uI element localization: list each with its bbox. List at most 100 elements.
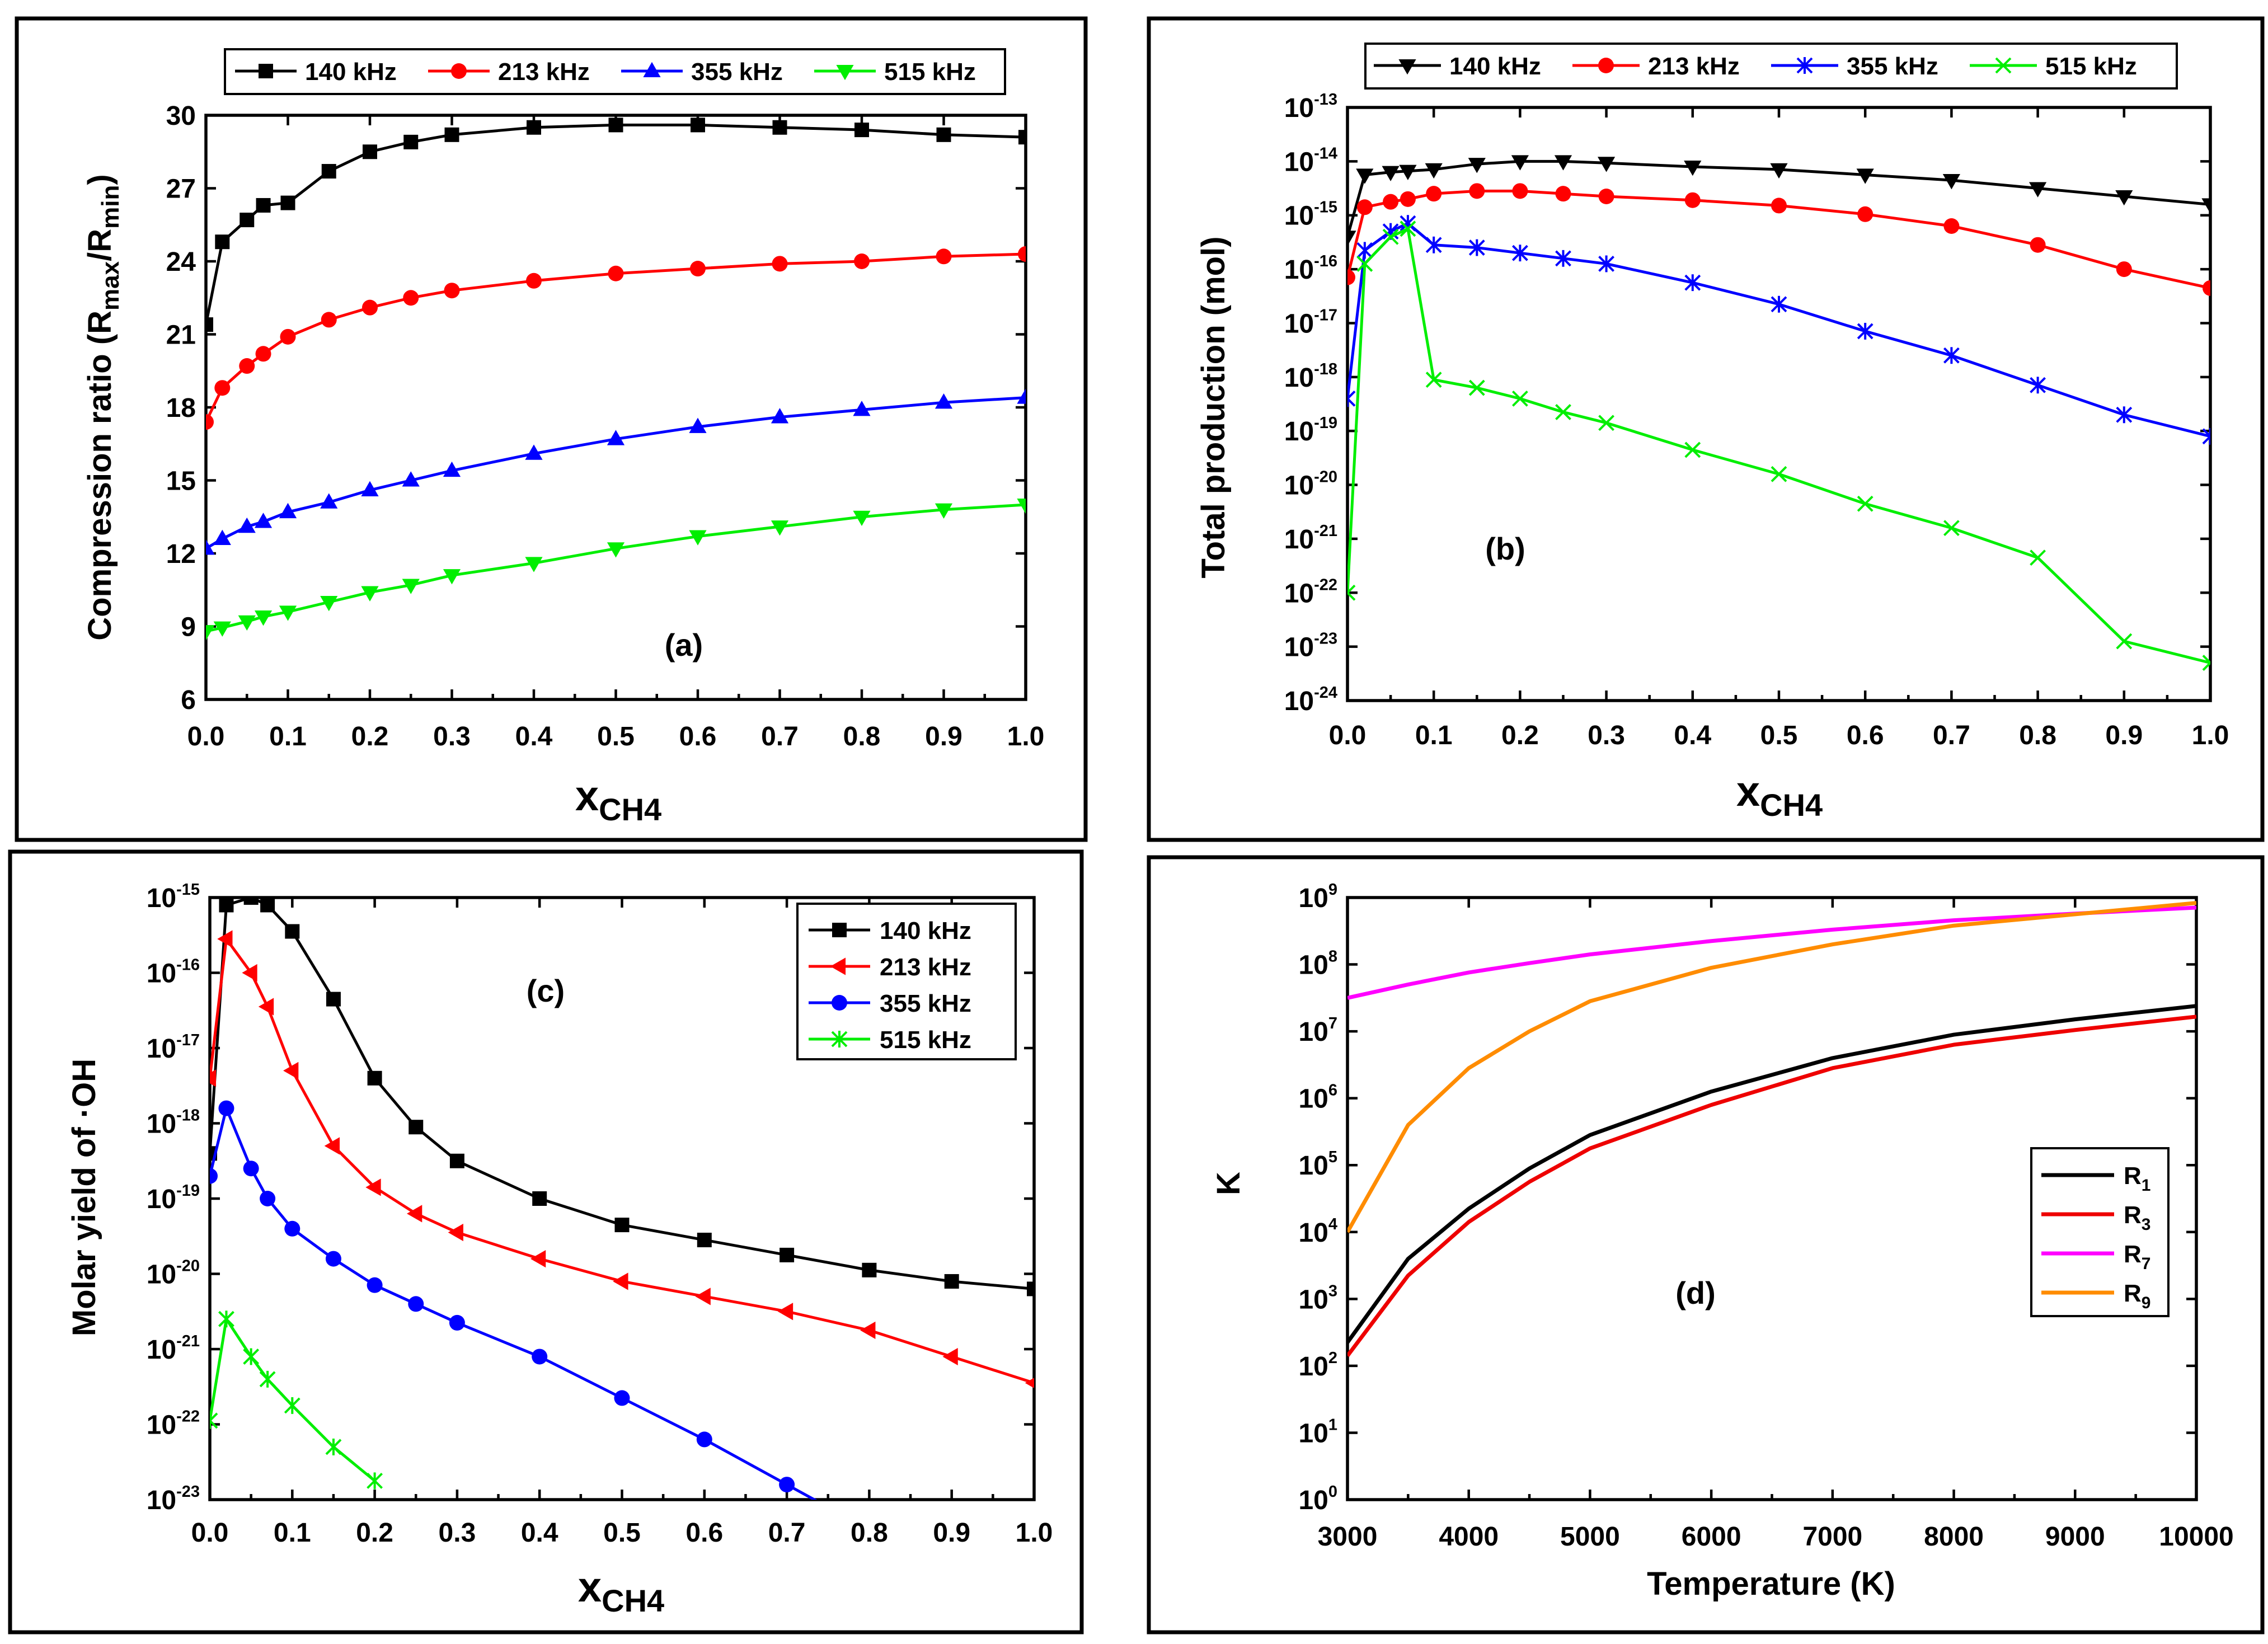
data-point [408, 1296, 424, 1312]
legend-label: 140 kHz [305, 58, 397, 86]
x-tick-label: 0.8 [2019, 721, 2056, 750]
y-tick-base: 10 [147, 1335, 176, 1365]
panel-label: (d) [1675, 1275, 1716, 1310]
y-tick-exponent: -20 [176, 1257, 200, 1275]
series-line-3 [206, 503, 1026, 633]
data-point [325, 1438, 342, 1455]
data-point [242, 964, 257, 982]
data-point [608, 118, 623, 133]
x-label-main: x [1736, 768, 1760, 815]
data-point [2030, 237, 2046, 253]
panel-b-frame [1147, 16, 2265, 842]
legend-label-text: 515 kHz [884, 58, 976, 86]
data-point [1598, 189, 1614, 204]
data-point [210, 1168, 218, 1184]
data-point-stroke [210, 1412, 218, 1422]
data-point [2029, 182, 2047, 198]
plot-area-frame [204, 114, 1027, 701]
data-point [206, 317, 213, 332]
data-point [1468, 239, 1485, 256]
legend: 140 kHz 213 kHz 355 kHz 515 kHz [796, 903, 1017, 1060]
y-tick-exponent: 4 [1328, 1215, 1337, 1233]
x-tick-label: 0.9 [2105, 721, 2143, 750]
y-tick-label: 10-18 [1284, 360, 1337, 393]
plot-area-frame [1346, 896, 2198, 1501]
y-tick-label: 105 [1298, 1148, 1337, 1181]
data-point-stroke [1684, 441, 1701, 458]
data-point [614, 1218, 630, 1233]
legend-label-text: 515 kHz [2045, 53, 2137, 80]
data-point [215, 234, 230, 250]
series-line-1 [206, 252, 1026, 423]
legend-label: 213 kHz [880, 953, 971, 981]
x-tick-label: 0.9 [933, 1518, 970, 1548]
y-tick-base: 10 [1298, 884, 1328, 913]
data-point [1469, 183, 1485, 199]
data-point [1017, 388, 1026, 404]
series-line-1 [1347, 1014, 2196, 1358]
legend-marker [1796, 57, 1813, 74]
x-tick-label: 0.0 [191, 1518, 229, 1548]
data-point [780, 1247, 795, 1262]
y-tick-exponent: -21 [176, 1332, 200, 1350]
legend-label: 355 kHz [691, 58, 783, 86]
data-point [283, 1061, 299, 1079]
data-point [771, 408, 789, 424]
data-point [696, 1431, 712, 1448]
data-point [1684, 441, 1701, 458]
x-tick-label: 0.1 [274, 1518, 311, 1548]
data-point-stroke [1356, 256, 1373, 272]
data-point [258, 998, 274, 1016]
data-point [1770, 163, 1788, 179]
chart-d: 3000 4000 5000 6000 7000 8000 9000 100001001011… [1298, 881, 2233, 1552]
data-point [1356, 199, 1373, 215]
data-point [260, 898, 275, 913]
data-point-stroke [2202, 655, 2210, 665]
data-point [527, 120, 541, 135]
data-point [210, 1412, 218, 1429]
data-point [259, 1370, 276, 1388]
y-tick-base: 10 [1298, 1486, 1328, 1515]
data-point [1425, 236, 1442, 253]
y-tick-exponent: -15 [176, 881, 200, 899]
x-tick-label: 1.0 [1016, 1518, 1053, 1548]
legend-label-text: 355 kHz [880, 990, 971, 1017]
y-tick-exponent: 6 [1328, 1082, 1337, 1100]
y-tick-exponent: -19 [1314, 414, 1337, 432]
x-tick-label: 0.4 [1674, 721, 1711, 750]
legend-label-text: R [2124, 1162, 2142, 1190]
data-point-stroke [1511, 390, 1528, 407]
data-point [1943, 520, 1960, 537]
panel-c-frame [8, 849, 1084, 1634]
y-tick-label: 10-17 [1284, 306, 1337, 339]
data-point [2201, 198, 2210, 214]
x-label-main: x [578, 1563, 602, 1611]
data-point [1857, 322, 1873, 340]
y-tick-label: 6 [181, 685, 196, 715]
data-point-stroke [2202, 434, 2210, 445]
data-point [320, 595, 338, 612]
legend-label-text: 355 kHz [691, 58, 783, 86]
data-point [363, 144, 377, 159]
data-point [210, 1069, 217, 1087]
data-point [444, 283, 460, 299]
legend-marker-stroke [1995, 57, 2012, 74]
y-tick-base: 10 [1284, 633, 1314, 663]
legend-label: R1 [2124, 1162, 2150, 1195]
data-point [206, 414, 214, 430]
data-point [1356, 256, 1373, 272]
data-point [1017, 498, 1026, 514]
legend-label: 515 kHz [884, 58, 976, 86]
y-tick-exponent: 7 [1328, 1014, 1337, 1032]
panel-label: (a) [665, 627, 703, 663]
data-point [2203, 280, 2210, 296]
y-label-part: min [97, 185, 124, 229]
data-point [279, 502, 297, 519]
x-tick-label: 0.8 [851, 1518, 888, 1548]
data-point [240, 213, 255, 228]
legend-label-text: 355 kHz [1847, 53, 1938, 80]
series-layer [1347, 155, 2210, 671]
data-point [2116, 261, 2132, 278]
series-line-3 [1347, 901, 2196, 1233]
x-tick-label: 1.0 [2192, 721, 2229, 750]
